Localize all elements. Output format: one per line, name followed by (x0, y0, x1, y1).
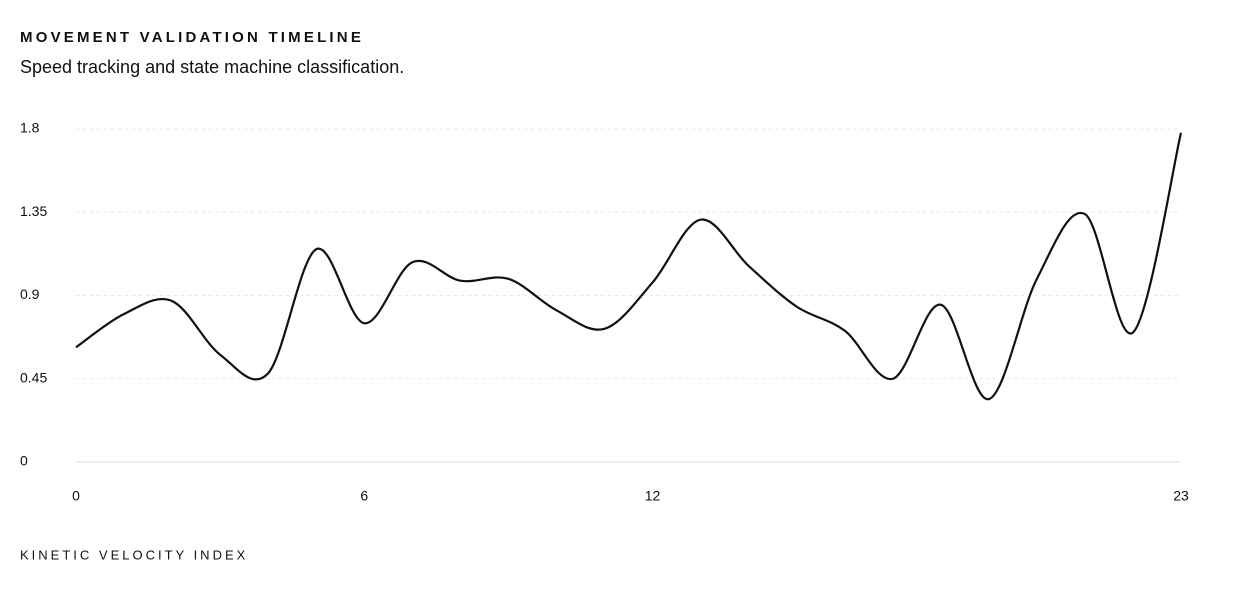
x-tick-label: 6 (360, 488, 368, 504)
line-series (75, 132, 1183, 401)
x-axis-label: KINETIC VELOCITY INDEX (20, 547, 248, 562)
chart-subtitle: Speed tracking and state machine classif… (20, 57, 404, 77)
y-tick-label: 0.45 (20, 369, 47, 385)
x-tick-label: 12 (645, 488, 661, 504)
y-tick-label: 0.9 (20, 286, 40, 302)
y-tick-label: 1.8 (20, 120, 40, 136)
y-tick-label: 0 (20, 453, 28, 469)
y-tick-label: 1.35 (20, 203, 47, 219)
chart-title: MOVEMENT VALIDATION TIMELINE (20, 29, 364, 46)
x-tick-label: 0 (72, 488, 80, 504)
x-tick-label: 23 (1173, 488, 1189, 504)
